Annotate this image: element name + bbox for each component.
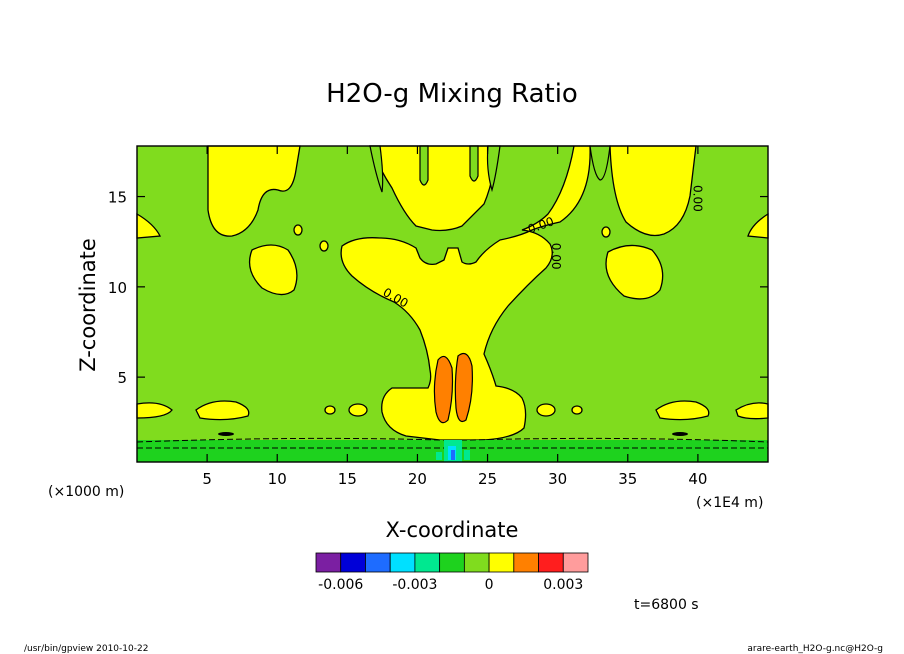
small-blob-3	[601, 226, 611, 238]
colorbar-swatch	[538, 552, 564, 573]
noise-3	[451, 450, 455, 460]
x-axis-label: X-coordinate	[386, 518, 519, 542]
x-tick-label: 40	[688, 470, 707, 488]
colorbar-swatch	[389, 552, 416, 573]
dark-dash-right	[672, 432, 688, 436]
pocket-4	[469, 145, 479, 182]
low-blob-7	[324, 405, 336, 415]
x-axis: 5 10 15 20 25 30 35 40	[202, 146, 707, 488]
low-blob-2	[195, 400, 250, 421]
core-right	[454, 353, 473, 423]
y-tick-label: 10	[108, 279, 127, 297]
mid-left-blob	[248, 244, 298, 296]
low-blob-1	[136, 402, 173, 419]
positive-regions	[136, 145, 769, 441]
x-unit-left: (×1000 m)	[48, 484, 124, 500]
x-tick-label: 30	[548, 470, 567, 488]
x-tick-label: 25	[478, 470, 497, 488]
colorbar-swatch	[513, 552, 539, 573]
colorbar-swatch	[365, 552, 391, 573]
low-blob-3	[655, 400, 710, 421]
upper-left-region	[207, 145, 301, 237]
colorbar-tick-label: 0.003	[543, 577, 583, 593]
small-blob-1	[293, 224, 303, 236]
pocket-1	[369, 145, 384, 193]
low-blob-8	[571, 405, 583, 415]
colorbar-tick-label: 0	[485, 577, 494, 593]
low-blob-6	[536, 403, 556, 417]
chart-title: H2O-g Mixing Ratio	[326, 79, 578, 109]
low-blob-5	[348, 403, 368, 417]
colorbar-swatch	[340, 552, 366, 573]
x-tick-label: 5	[202, 470, 212, 488]
left-edge-region	[136, 212, 162, 239]
colorbar-labels: -0.006 -0.003 0 0.003	[318, 577, 583, 593]
footer-right: arare-earth_H2O-g.nc@H2O-g	[747, 644, 883, 654]
x-tick-label: 35	[618, 470, 637, 488]
colorbar	[315, 552, 589, 573]
dark-dash-left	[218, 432, 234, 436]
x-unit-right: (×1E4 m)	[696, 495, 763, 511]
colorbar-tick-label: -0.006	[318, 577, 363, 593]
colorbar-tick-label: -0.003	[392, 577, 437, 593]
pocket-5	[589, 145, 611, 181]
colorbar-swatch	[488, 552, 515, 573]
plot-area: 0.000.000.000.00	[136, 145, 769, 463]
colorbar-swatch	[414, 552, 441, 573]
y-axis: 5 10 15	[108, 189, 768, 387]
core-left	[433, 355, 454, 424]
y-axis-label: Z-coordinate	[76, 238, 100, 372]
small-blob-2	[319, 240, 329, 252]
mid-right-blob	[605, 244, 664, 300]
noise-4	[436, 452, 442, 460]
footer-left: /usr/bin/gpview 2010-10-22	[24, 644, 148, 654]
x-tick-label: 15	[338, 470, 357, 488]
y-tick-label: 15	[108, 189, 127, 207]
negative-pockets	[369, 145, 611, 193]
upper-right-region	[609, 145, 697, 237]
pocket-2	[486, 145, 501, 193]
colorbar-swatch	[439, 552, 465, 573]
right-edge-region	[747, 212, 769, 239]
time-label: t=6800 s	[634, 597, 699, 613]
x-tick-label: 10	[268, 470, 287, 488]
x-tick-label: 20	[408, 470, 427, 488]
noise-5	[464, 450, 470, 460]
core-region	[433, 353, 473, 424]
pocket-3	[419, 145, 429, 186]
plot-frame	[136, 145, 769, 463]
y-tick-label: 5	[117, 369, 127, 387]
colorbar-swatch	[463, 552, 490, 573]
colorbar-swatch	[315, 552, 342, 573]
surface-noise	[436, 440, 470, 462]
contour-label: 0.00	[549, 243, 563, 270]
colorbar-swatch	[562, 552, 589, 573]
contour-label: 0.00	[691, 185, 705, 212]
